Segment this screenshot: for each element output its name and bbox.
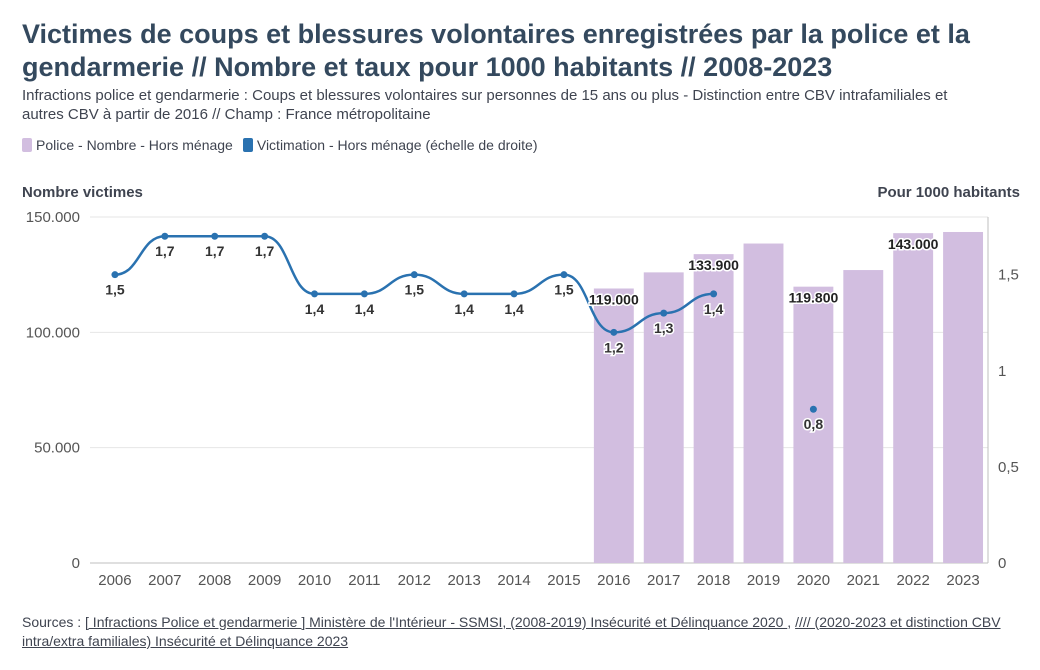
x-tick-label: 2008 [198,572,231,589]
line-point [510,290,518,298]
line-data-label: 1,5 [105,282,125,298]
y-tick-left: 100.000 [26,324,80,341]
line-data-label: 1,2 [604,339,624,355]
x-tick-label: 2022 [896,572,929,589]
line-data-label: 0,8 [804,416,824,432]
bar [643,272,684,563]
line-point [211,232,219,240]
line-data-label: 1,7 [255,243,275,259]
y-tick-left: 0 [72,555,80,572]
line-data-label: 1,7 [155,243,175,259]
y-axis-left-title: Nombre victimes [22,184,143,201]
line-data-label: 1,4 [305,301,325,317]
x-tick-label: 2021 [847,572,880,589]
line-data-label: 1,3 [654,320,674,336]
bar-data-label: 119.000 [589,292,639,308]
bar [893,233,934,563]
line-point [660,309,668,317]
legend-swatch-line [242,138,253,152]
y-tick-right: 0 [998,555,1006,572]
line-data-label: 1,5 [405,282,425,298]
sources-separator: , [787,614,796,630]
bar-data-label: 119.800 [788,290,838,306]
x-tick-label: 2018 [697,572,730,589]
x-tick-label: 2007 [148,572,181,589]
y-tick-left: 150.000 [26,209,80,226]
line-point [610,328,618,336]
line-point [410,271,418,279]
bar-data-label: 133.900 [688,257,739,273]
legend-label-line: Victimation - Hors ménage (échelle de dr… [256,137,538,153]
legend-swatch-bars [22,138,32,152]
x-tick-label: 2011 [348,572,380,589]
x-tick-label: 2014 [497,572,530,589]
x-tick-label: 2015 [547,572,580,589]
legend-item-line[interactable]: Victimation - Hors ménage (échelle de dr… [242,137,538,153]
bar [793,286,834,563]
source-link-interieur[interactable]: [ Infractions Police et gendarmerie ] Mi… [85,614,788,630]
source-link-insecurite-2023[interactable]: //// (2020-2023 et distinction CBV intra… [22,614,1001,649]
bar [943,231,984,563]
line-point [460,290,468,298]
line-data-label: 1,4 [704,301,724,317]
line-data-label: 1,4 [355,301,375,317]
x-tick-label: 2019 [747,572,780,589]
line-point [809,405,817,413]
x-tick-label: 2016 [597,572,630,589]
line-point [111,271,119,279]
x-tick-label: 2013 [447,572,480,589]
y-tick-left: 50.000 [34,440,80,457]
line-data-label: 1,7 [205,243,225,259]
bar [843,270,884,563]
x-tick-label: 2012 [398,572,431,589]
line-point [560,271,568,279]
y-tick-right: 0,5 [998,459,1019,476]
line-data-label: 1,4 [454,301,474,317]
line-point [261,232,269,240]
chart-subtitle: Infractions police et gendarmerie : Coup… [22,87,948,123]
legend-label-bars: Police - Nombre - Hors ménage [36,137,233,153]
chart-plot: 0 50.000 100.000 150.000 0 0,5 1 1,5 2006 2007 200… [26,209,1019,589]
legend: Police - Nombre - Hors ménage Victimatio… [22,137,538,153]
line-data-label: 1,5 [554,282,574,298]
bar [743,243,784,563]
x-tick-label: 2006 [98,572,131,589]
x-tick-label: 2009 [248,572,281,589]
x-tick-label: 2017 [647,572,680,589]
line-point [360,290,368,298]
line-data-label: 1,4 [504,301,524,317]
bar-data-label: 143.000 [888,236,939,252]
legend-item-bars[interactable]: Police - Nombre - Hors ménage [22,137,233,153]
x-tick-label: 2023 [946,572,979,589]
sources: Sources : [ Infractions Police et gendar… [22,613,1012,651]
bar [693,254,734,563]
x-tick-label: 2010 [298,572,331,589]
line-point [710,290,718,298]
y-tick-right: 1 [998,363,1006,380]
y-tick-right: 1,5 [998,267,1019,284]
line-point [161,232,169,240]
y-axis-right-title: Pour 1000 habitants [877,184,1020,201]
chart-title: Victimes de coups et blessures volontair… [22,19,970,82]
sources-prefix: Sources : [22,614,86,630]
line-point [311,290,318,298]
x-tick-label: 2020 [797,572,830,589]
